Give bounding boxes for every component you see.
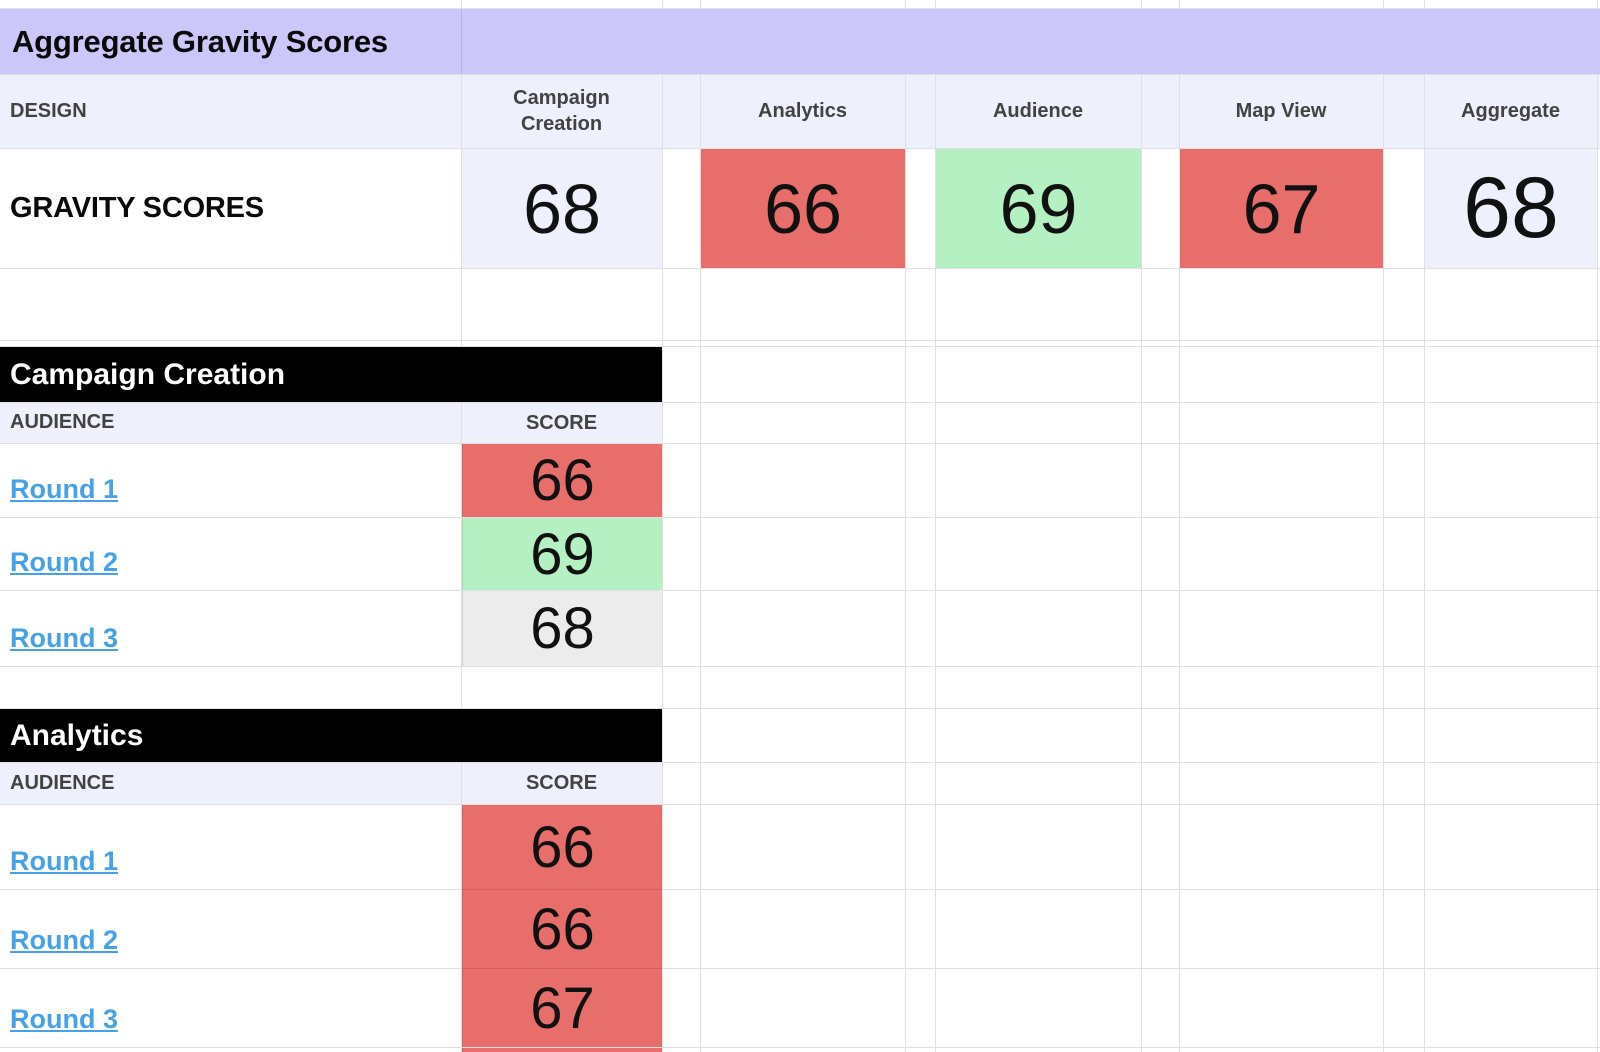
column-header-audience: Audience	[935, 74, 1141, 148]
campaign-round-1-cell: Round 1	[0, 443, 461, 517]
score-value: 68	[530, 596, 595, 661]
analytics-round-3-score: 67	[462, 968, 662, 1047]
design-column-header: DESIGN	[0, 74, 461, 148]
score-cell-analytics: 66	[701, 149, 905, 268]
column-header-aggregate: Aggregate	[1424, 74, 1597, 148]
column-header-label: Audience	[992, 100, 1084, 122]
campaign-round-2-score: 69	[462, 518, 662, 590]
score-value: 69	[999, 169, 1078, 248]
campaign-round-1-score: 66	[462, 444, 662, 517]
analytics-round-1-cell: Round 1	[0, 804, 461, 889]
score-value: 68	[523, 169, 601, 248]
score-header-label: SCORE	[525, 411, 598, 434]
column-header-campaign-creation: Campaign Creation	[461, 74, 662, 148]
section-header-campaign-creation: Campaign Creation	[0, 347, 662, 402]
analytics-round-2-score: 66	[462, 889, 662, 968]
analytics-round-1-score: 66	[462, 805, 662, 889]
score-value: 66	[530, 448, 595, 513]
section-title: Analytics	[10, 718, 144, 752]
score-cell-campaign-creation: 68	[462, 149, 662, 268]
analytics-next-row-score-partial	[462, 1048, 662, 1052]
score-value: 68	[1463, 160, 1559, 256]
column-header-analytics: Analytics	[700, 74, 905, 148]
score-value: 66	[530, 896, 595, 962]
analytics-round-3-link[interactable]: Round 3	[10, 1004, 118, 1034]
design-header-label: DESIGN	[10, 99, 87, 122]
analytics-audience-header: AUDIENCE	[0, 762, 461, 804]
score-value: 66	[530, 814, 595, 880]
score-header-label: SCORE	[525, 772, 598, 794]
score-cell-audience: 69	[936, 149, 1141, 268]
score-value: 69	[530, 521, 595, 587]
title-bar: Aggregate Gravity Scores	[0, 9, 1600, 74]
campaign-round-3-score: 68	[462, 591, 662, 666]
score-value: 67	[530, 975, 595, 1041]
campaign-round-3-link[interactable]: Round 3	[10, 623, 118, 653]
section-header-analytics: Analytics	[0, 709, 662, 762]
campaign-round-2-cell: Round 2	[0, 517, 461, 590]
gravity-scores-label: GRAVITY SCORES	[10, 191, 264, 224]
audience-header-label: AUDIENCE	[10, 771, 115, 794]
column-header-label: Analytics	[758, 100, 847, 122]
score-cell-aggregate: 68	[1425, 149, 1597, 268]
cell-divider	[461, 9, 462, 74]
analytics-score-header: SCORE	[461, 762, 662, 804]
gravity-scores-row-label: GRAVITY SCORES	[0, 148, 461, 268]
column-header-map-view: Map View	[1179, 74, 1383, 148]
campaign-round-3-cell: Round 3	[0, 590, 461, 666]
analytics-round-2-link[interactable]: Round 2	[10, 925, 118, 955]
analytics-round-1-link[interactable]: Round 1	[10, 846, 118, 876]
campaign-round-2-link[interactable]: Round 2	[10, 547, 118, 577]
score-cell-map-view: 67	[1180, 149, 1383, 268]
audience-header-label: AUDIENCE	[10, 411, 115, 433]
campaign-audience-header: AUDIENCE	[0, 402, 461, 443]
column-header-label: Campaign Creation	[513, 87, 610, 135]
page-title: Aggregate Gravity Scores	[12, 23, 388, 59]
section-title: Campaign Creation	[10, 357, 286, 391]
column-header-label: Aggregate	[1461, 100, 1560, 122]
column-header-label: Map View	[1235, 100, 1327, 122]
score-value: 66	[764, 169, 842, 248]
campaign-round-1-link[interactable]: Round 1	[10, 474, 118, 504]
campaign-score-header: SCORE	[461, 402, 662, 443]
score-value: 67	[1242, 169, 1321, 248]
analytics-round-2-cell: Round 2	[0, 889, 461, 968]
analytics-round-3-cell: Round 3	[0, 968, 461, 1047]
